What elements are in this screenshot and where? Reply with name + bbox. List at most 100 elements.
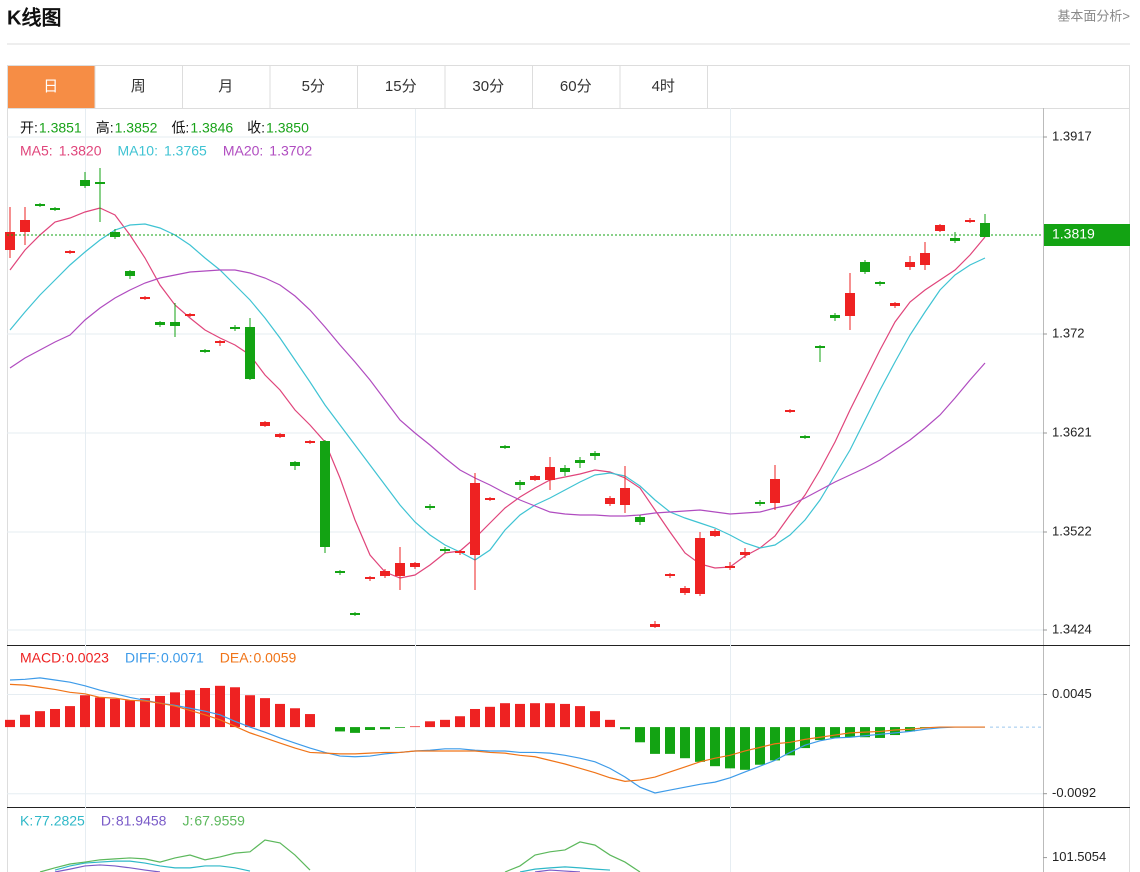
legend-text: D: [101,813,115,829]
candle-body [620,488,630,505]
macd-bar [215,685,225,728]
legend-text: MACD: [20,650,65,666]
indicator-line [9,269,986,517]
macd-bar [665,727,675,754]
candle-body [185,314,195,316]
macd-bar [785,727,795,756]
legend-text: 77.2825 [34,813,85,829]
macd-bar [755,727,765,765]
legend-text: 1.3846 [190,120,233,136]
macd-bar [845,727,855,738]
candle-body [695,538,705,594]
candle-body [380,571,390,576]
candle-body [485,498,495,500]
tab-label[interactable]: 周 [131,78,146,95]
candle-body [260,422,270,426]
macd-bar [50,708,60,728]
candle-body [605,498,615,504]
macd-bar [710,727,720,767]
candle-body [80,180,90,186]
legend-text: 1.3852 [115,120,158,136]
candle-body [5,232,15,250]
macd-bar [485,706,495,728]
macd-bar [95,697,105,728]
macd-bar [545,703,555,728]
macd-bar [305,714,315,728]
indicator-line [54,864,581,872]
candle-body [200,350,210,352]
macd-bar [515,703,525,728]
legend-text: MA20: [223,143,263,159]
tab[interactable] [94,65,183,109]
candle-body [680,588,690,593]
legend-text: J: [182,813,193,829]
macd-bar [365,727,375,730]
legend-text: 收: [247,120,265,136]
macd-bar [20,714,30,728]
candle-body [395,563,405,576]
legend-text: MA5: [20,143,53,159]
tab[interactable] [444,65,533,109]
candle-body [875,282,885,284]
candle-body [470,483,480,555]
legend-text: MA10: [118,143,158,159]
legend-text: 开: [20,120,38,136]
macd-bar [590,711,600,728]
y-tick-label: 1.3522 [1052,523,1092,538]
candle-body [950,238,960,241]
tab-label[interactable]: 日 [43,78,58,95]
y-tick-label: 1.3424 [1052,621,1092,636]
tab-label[interactable]: 5分 [302,78,325,95]
candle-body [65,251,75,253]
tab-label[interactable]: 4时 [652,78,675,95]
macd-bar [695,727,705,762]
candle-body [365,577,375,579]
tab[interactable] [357,65,446,109]
legend-text: 81.9458 [116,813,167,829]
indicator-line [39,839,641,872]
macd-bar [530,703,540,728]
candle-body [935,225,945,231]
macd-bar [155,695,165,728]
candle-body [320,441,330,547]
fundamental-link[interactable]: 基本面分析> [1057,8,1130,23]
macd-bar [575,706,585,728]
legend-text: 低: [171,120,189,136]
candle-body [860,262,870,272]
indicator-line [9,223,986,561]
macd-bar [725,727,735,769]
tab[interactable] [532,65,621,109]
macd-bar [620,727,630,730]
macd-bar [80,695,90,728]
tab-label[interactable]: 15分 [385,78,417,95]
candle-body [455,551,465,553]
last-price-tag [1044,224,1130,246]
tab[interactable] [182,65,271,109]
legend-text: K: [20,813,33,829]
macd-bar [890,727,900,736]
legend-text: 高: [96,120,114,136]
tab-label[interactable]: 60分 [560,78,592,95]
macd-bar [290,708,300,728]
macd-bar [200,687,210,728]
macd-bar [800,727,810,749]
candle-body [665,574,675,576]
tab-label[interactable]: 30分 [472,78,504,95]
candle-body [155,322,165,325]
tab-label[interactable]: 月 [218,78,233,95]
candle-body [920,253,930,265]
y-tick-label: 1.3917 [1052,128,1092,143]
tab[interactable] [619,65,708,109]
macd-bar [5,719,15,728]
macd-bar [410,726,420,728]
y-tick-label: 1.3621 [1052,424,1092,439]
macd-bar [395,727,405,728]
macd-bar [335,727,345,732]
macd-bar [830,727,840,738]
macd-bar [875,727,885,738]
macd-bar [470,708,480,728]
indicator-line [9,207,986,579]
macd-bar [125,700,135,728]
tab[interactable] [269,65,358,109]
candle-body [50,208,60,210]
